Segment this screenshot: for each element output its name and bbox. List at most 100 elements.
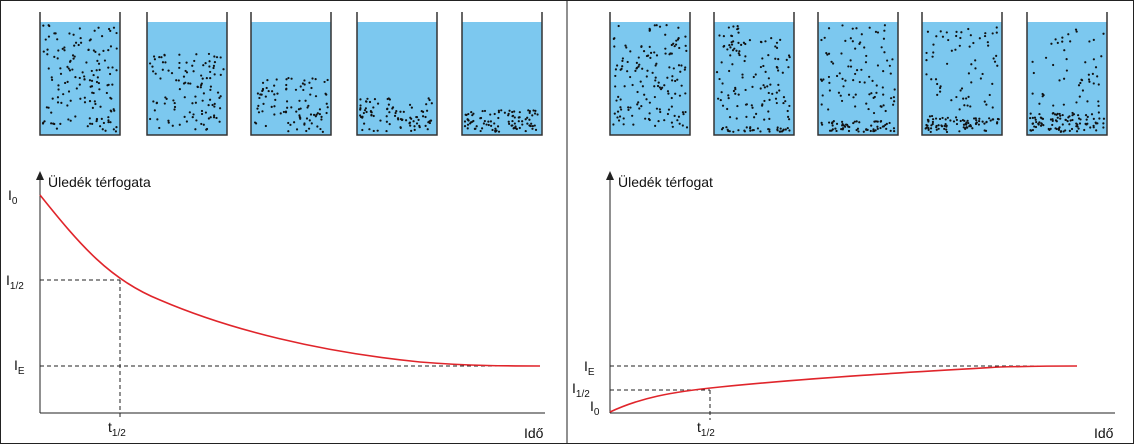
particle xyxy=(359,98,362,101)
particle xyxy=(88,79,92,82)
particle xyxy=(629,50,632,53)
particle xyxy=(79,36,82,40)
particle xyxy=(973,117,976,120)
particle xyxy=(680,84,683,87)
particle xyxy=(303,83,306,86)
particle xyxy=(78,76,81,80)
particle xyxy=(930,114,934,118)
particle xyxy=(925,51,928,55)
particle xyxy=(788,129,791,132)
particle xyxy=(927,126,930,130)
particle xyxy=(978,117,981,120)
particle xyxy=(677,26,680,29)
x-axis-title: Idő xyxy=(1094,425,1114,441)
particle xyxy=(934,117,938,120)
particle xyxy=(743,59,746,63)
particle xyxy=(1044,56,1048,59)
particle xyxy=(215,56,219,59)
particle xyxy=(298,115,301,119)
particle xyxy=(171,124,174,127)
particle xyxy=(507,120,510,123)
particle xyxy=(73,44,76,47)
particle xyxy=(670,121,674,124)
particle xyxy=(393,114,397,117)
particle xyxy=(623,85,626,88)
particle xyxy=(79,97,82,100)
particle xyxy=(257,111,261,114)
particle xyxy=(178,66,181,69)
particle xyxy=(212,66,215,70)
particle xyxy=(195,119,198,122)
particle xyxy=(958,44,961,47)
particle xyxy=(173,101,176,105)
particle xyxy=(876,127,879,130)
particle xyxy=(869,129,872,133)
particle xyxy=(420,110,423,113)
particle xyxy=(880,46,883,49)
particle xyxy=(534,128,538,131)
particle xyxy=(1067,116,1070,119)
particle xyxy=(87,48,90,51)
particle xyxy=(1087,73,1090,76)
particle xyxy=(620,67,623,70)
particle xyxy=(983,100,986,103)
particle xyxy=(410,129,413,133)
particle xyxy=(200,109,204,113)
particle xyxy=(388,111,391,114)
arrow xyxy=(36,171,44,180)
particle xyxy=(1040,122,1043,125)
particle xyxy=(993,60,997,63)
particle xyxy=(218,120,221,123)
beaker xyxy=(461,12,543,136)
particle xyxy=(654,76,657,79)
particle xyxy=(868,75,871,78)
particle xyxy=(665,24,668,27)
particle xyxy=(314,95,318,98)
particle xyxy=(161,61,165,64)
particle xyxy=(1075,101,1078,104)
particle xyxy=(734,88,737,91)
particle xyxy=(261,81,265,84)
particle xyxy=(659,88,663,91)
particle xyxy=(641,85,644,88)
particle xyxy=(647,117,651,121)
particle xyxy=(95,80,99,84)
particle xyxy=(1038,112,1041,116)
particle xyxy=(979,77,982,80)
particle xyxy=(1084,114,1088,117)
particle xyxy=(720,61,723,64)
particle xyxy=(1051,118,1054,121)
particle xyxy=(614,74,617,78)
particle xyxy=(482,122,485,125)
particle xyxy=(287,121,290,125)
particle xyxy=(854,47,857,50)
particle xyxy=(151,65,154,68)
particle xyxy=(671,79,674,82)
particle xyxy=(827,75,831,79)
particle xyxy=(654,64,657,67)
particle xyxy=(1081,89,1085,92)
particle xyxy=(751,106,754,109)
particle xyxy=(969,123,972,127)
particle xyxy=(779,127,782,130)
particle xyxy=(939,85,942,88)
particle xyxy=(109,121,112,124)
particle xyxy=(53,122,56,126)
particle xyxy=(720,128,724,131)
particle xyxy=(510,124,513,127)
particle xyxy=(533,124,536,127)
particle xyxy=(66,104,69,107)
particle xyxy=(749,129,752,132)
particle xyxy=(892,127,896,130)
particle xyxy=(267,89,270,93)
particle xyxy=(521,120,524,123)
particle xyxy=(955,122,959,126)
particle xyxy=(44,38,47,41)
particle xyxy=(155,102,158,105)
particle xyxy=(863,81,866,84)
particle xyxy=(208,65,211,68)
particle xyxy=(1102,122,1105,125)
particle xyxy=(995,54,998,57)
particle xyxy=(1077,84,1081,87)
particle xyxy=(731,49,735,52)
